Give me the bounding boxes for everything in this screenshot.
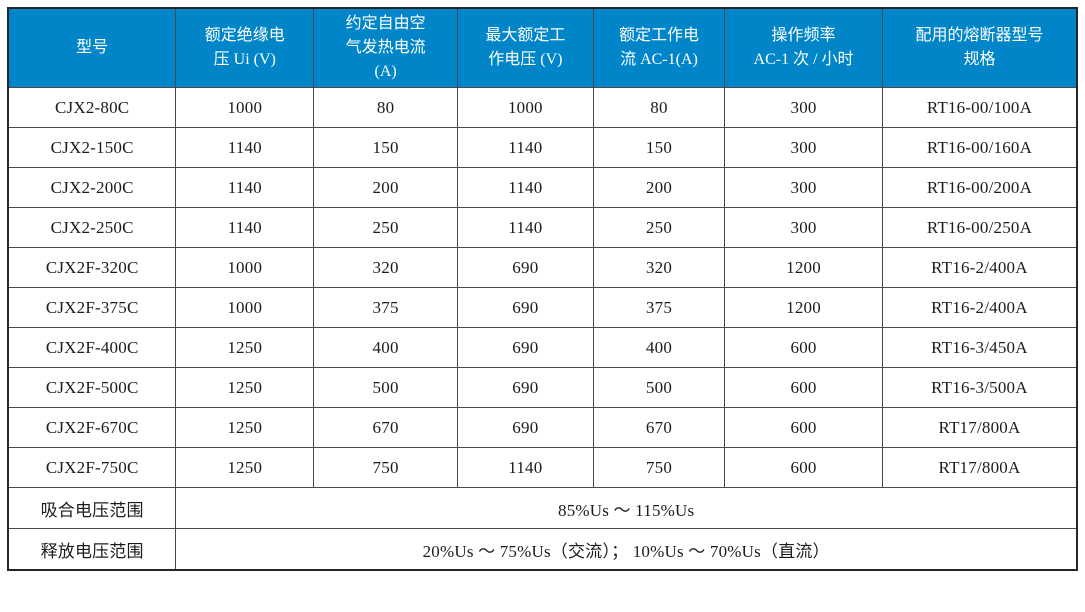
value-cell: 400 [313, 327, 458, 368]
value-cell: RT17/800A [881, 407, 1078, 448]
footer-row: 吸合电压范围 85%Us ～ 115%Us [7, 487, 1078, 529]
model-cell: CJX2F-750C [7, 447, 177, 488]
value-cell: 150 [313, 127, 458, 168]
header-cell-col5: 额定工作电 流 AC-1(A) [592, 7, 726, 88]
value-cell: 375 [592, 287, 726, 328]
table-row: CJX2F-375C 1000 375 690 375 1200 RT16-2/400A [7, 287, 1078, 328]
table-row: CJX2F-670C 1250 670 690 670 600 RT17/800A [7, 407, 1078, 448]
value-cell: RT16-2/400A [881, 287, 1078, 328]
model-cell: CJX2F-500C [7, 367, 177, 408]
value-cell: 1000 [175, 287, 315, 328]
value-cell: 250 [313, 207, 458, 248]
value-cell: RT16-00/250A [881, 207, 1078, 248]
value-cell: 1000 [175, 87, 315, 128]
value-cell: 80 [592, 87, 726, 128]
value-cell: 670 [592, 407, 726, 448]
value-cell: RT16-00/100A [881, 87, 1078, 128]
value-cell: RT16-00/160A [881, 127, 1078, 168]
footer-value-cell: 20%Us ～ 75%Us（交流）； 10%Us ～ 70%Us（直流） [175, 528, 1078, 571]
value-cell: 500 [313, 367, 458, 408]
value-cell: 200 [313, 167, 458, 208]
value-cell: 600 [724, 367, 883, 408]
footer-value-cell: 85%Us ～ 115%Us [175, 487, 1078, 529]
value-cell: 1140 [456, 127, 594, 168]
model-cell: CJX2F-400C [7, 327, 177, 368]
footer-label-cell: 释放电压范围 [7, 528, 177, 571]
value-cell: 400 [592, 327, 726, 368]
value-cell: 150 [592, 127, 726, 168]
value-cell: 1250 [175, 447, 315, 488]
header-cell-col7: 配用的熔断器型号 规格 [881, 7, 1078, 88]
value-cell: RT16-00/200A [881, 167, 1078, 208]
value-cell: 500 [592, 367, 726, 408]
model-cell: CJX2-250C [7, 207, 177, 248]
value-cell: 80 [313, 87, 458, 128]
table-body: CJX2-80C 1000 80 1000 80 300 RT16-00/100A CJX2-… [7, 87, 1078, 571]
value-cell: 1140 [175, 127, 315, 168]
model-cell: CJX2-80C [7, 87, 177, 128]
value-cell: 690 [456, 287, 594, 328]
value-cell: 320 [592, 247, 726, 288]
value-cell: 1250 [175, 407, 315, 448]
value-cell: 1250 [175, 327, 315, 368]
table-row: CJX2-250C 1140 250 1140 250 300 RT16-00/250A [7, 207, 1078, 248]
value-cell: 1200 [724, 287, 883, 328]
footer-row: 释放电压范围 20%Us ～ 75%Us（交流）； 10%Us ～ 70%Us（直… [7, 528, 1078, 571]
value-cell: RT17/800A [881, 447, 1078, 488]
model-cell: CJX2F-670C [7, 407, 177, 448]
table-row: CJX2F-500C 1250 500 690 500 600 RT16-3/500A [7, 367, 1078, 408]
value-cell: 1000 [175, 247, 315, 288]
contactor-spec-table: 型号 额定绝缘电 压 Ui (V) 约定自由空 气发热电流 (A) 最大额定工 作电压… [7, 7, 1078, 571]
header-cell-col6: 操作频率 AC-1 次 / 小时 [724, 7, 883, 88]
value-cell: 600 [724, 447, 883, 488]
header-row: 型号 额定绝缘电 压 Ui (V) 约定自由空 气发热电流 (A) 最大额定工 作电压… [7, 7, 1078, 88]
table-row: CJX2F-320C 1000 320 690 320 1200 RT16-2/400A [7, 247, 1078, 288]
value-cell: 690 [456, 247, 594, 288]
value-cell: 300 [724, 207, 883, 248]
model-cell: CJX2-150C [7, 127, 177, 168]
value-cell: 690 [456, 327, 594, 368]
value-cell: RT16-3/500A [881, 367, 1078, 408]
value-cell: 750 [313, 447, 458, 488]
model-cell: CJX2F-375C [7, 287, 177, 328]
header-cell-col3: 约定自由空 气发热电流 (A) [313, 7, 458, 88]
header-cell-col2: 额定绝缘电 压 Ui (V) [175, 7, 315, 88]
value-cell: 375 [313, 287, 458, 328]
value-cell: 1140 [456, 447, 594, 488]
value-cell: 750 [592, 447, 726, 488]
value-cell: 600 [724, 407, 883, 448]
footer-label-cell: 吸合电压范围 [7, 487, 177, 529]
header-cell-col1: 型号 [7, 7, 177, 88]
header-cell-col4: 最大额定工 作电压 (V) [456, 7, 594, 88]
model-cell: CJX2-200C [7, 167, 177, 208]
value-cell: 200 [592, 167, 726, 208]
value-cell: 1140 [456, 207, 594, 248]
value-cell: 1200 [724, 247, 883, 288]
table-row: CJX2-80C 1000 80 1000 80 300 RT16-00/100A [7, 87, 1078, 128]
model-cell: CJX2F-320C [7, 247, 177, 288]
value-cell: 1000 [456, 87, 594, 128]
value-cell: 300 [724, 167, 883, 208]
value-cell: 300 [724, 127, 883, 168]
table-header: 型号 额定绝缘电 压 Ui (V) 约定自由空 气发热电流 (A) 最大额定工 作电压… [7, 7, 1078, 88]
value-cell: 250 [592, 207, 726, 248]
table-row: CJX2F-750C 1250 750 1140 750 600 RT17/800A [7, 447, 1078, 488]
value-cell: 1140 [456, 167, 594, 208]
value-cell: 670 [313, 407, 458, 448]
value-cell: 690 [456, 367, 594, 408]
value-cell: RT16-2/400A [881, 247, 1078, 288]
value-cell: 600 [724, 327, 883, 368]
value-cell: 690 [456, 407, 594, 448]
value-cell: 300 [724, 87, 883, 128]
value-cell: 1250 [175, 367, 315, 408]
value-cell: 1140 [175, 207, 315, 248]
value-cell: 320 [313, 247, 458, 288]
value-cell: 1140 [175, 167, 315, 208]
value-cell: RT16-3/450A [881, 327, 1078, 368]
table-row: CJX2-150C 1140 150 1140 150 300 RT16-00/160A [7, 127, 1078, 168]
table-row: CJX2F-400C 1250 400 690 400 600 RT16-3/450A [7, 327, 1078, 368]
table-row: CJX2-200C 1140 200 1140 200 300 RT16-00/200A [7, 167, 1078, 208]
